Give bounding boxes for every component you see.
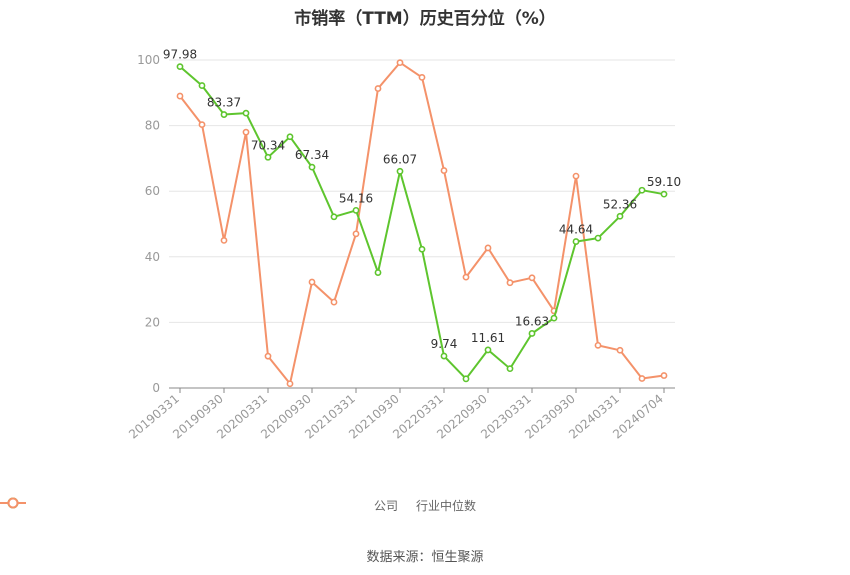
data-label: 44.64 bbox=[559, 223, 593, 237]
data-point-company bbox=[176, 63, 184, 71]
data-point-industry bbox=[242, 128, 250, 136]
data-point-industry bbox=[506, 279, 514, 287]
data-source: 数据来源：恒生聚源 bbox=[366, 550, 484, 565]
data-point-company bbox=[506, 365, 514, 373]
data-point-industry bbox=[594, 341, 602, 349]
data-label: 97.98 bbox=[163, 48, 197, 62]
data-point-company bbox=[198, 82, 206, 89]
y-tick-label: 60 bbox=[145, 184, 160, 198]
data-point-company bbox=[374, 269, 382, 276]
y-tick-label: 40 bbox=[145, 250, 160, 264]
legend-label-industry: 行业中位数 bbox=[416, 499, 477, 513]
data-point-industry bbox=[308, 278, 316, 286]
legend-item-company[interactable]: 公司 bbox=[0, 497, 398, 514]
data-point-company bbox=[572, 238, 580, 245]
data-point-company bbox=[660, 190, 668, 198]
data-point-industry bbox=[572, 172, 580, 180]
y-tick-label: 100 bbox=[137, 53, 160, 67]
data-label: 52.36 bbox=[603, 197, 637, 211]
data-point-company bbox=[308, 163, 316, 171]
chart-title: 市销率（TTM）历史百分位（%） bbox=[294, 9, 556, 29]
data-label: 67.34 bbox=[295, 148, 329, 162]
data-point-company bbox=[418, 245, 426, 253]
data-point-industry bbox=[616, 346, 624, 354]
data-point-industry bbox=[418, 73, 426, 81]
data-point-industry bbox=[198, 121, 206, 129]
y-tick-label: 80 bbox=[145, 119, 160, 133]
data-point-company bbox=[440, 352, 448, 360]
y-tick-label: 0 bbox=[152, 381, 160, 395]
y-tick-label: 20 bbox=[145, 315, 160, 329]
data-label: 70.34 bbox=[251, 138, 285, 152]
data-point-company bbox=[242, 109, 250, 117]
data-point-company bbox=[528, 330, 536, 337]
data-point-company bbox=[616, 212, 624, 220]
legend-item-industry[interactable]: 行业中位数 bbox=[0, 497, 477, 514]
data-point-industry bbox=[352, 230, 360, 238]
data-point-company bbox=[352, 206, 360, 214]
data-point-industry bbox=[286, 380, 294, 388]
data-label: 59.10 bbox=[647, 175, 681, 189]
chart-legend: 公司 行业中位数 bbox=[0, 497, 850, 514]
legend-swatch-industry bbox=[0, 497, 26, 509]
data-point-industry bbox=[528, 274, 536, 282]
data-point-industry bbox=[638, 375, 646, 382]
data-point-company bbox=[550, 314, 558, 322]
data-point-company bbox=[220, 111, 228, 118]
data-point-industry bbox=[484, 244, 492, 252]
legend-label-company: 公司 bbox=[373, 499, 398, 513]
data-label: 11.61 bbox=[471, 331, 505, 345]
data-point-industry bbox=[176, 92, 184, 100]
data-point-industry bbox=[440, 167, 448, 174]
data-point-industry bbox=[374, 85, 382, 92]
data-label: 16.63 bbox=[515, 314, 549, 328]
data-label: 83.37 bbox=[207, 96, 241, 110]
data-point-company bbox=[330, 213, 338, 221]
data-label: 9.74 bbox=[431, 337, 458, 351]
data-point-industry bbox=[264, 352, 272, 360]
data-point-company bbox=[396, 167, 404, 175]
data-point-company bbox=[638, 186, 646, 194]
data-point-company bbox=[594, 234, 602, 242]
data-point-industry bbox=[462, 273, 470, 281]
data-point-company bbox=[484, 346, 492, 354]
data-label: 54.16 bbox=[339, 191, 373, 205]
data-point-company bbox=[462, 375, 470, 383]
data-label: 66.07 bbox=[383, 152, 417, 166]
data-point-industry bbox=[660, 372, 668, 379]
data-point-industry bbox=[330, 298, 338, 306]
data-point-industry bbox=[220, 236, 228, 244]
data-point-company bbox=[264, 153, 272, 161]
data-point-company bbox=[286, 133, 294, 141]
data-point-industry bbox=[396, 59, 404, 67]
